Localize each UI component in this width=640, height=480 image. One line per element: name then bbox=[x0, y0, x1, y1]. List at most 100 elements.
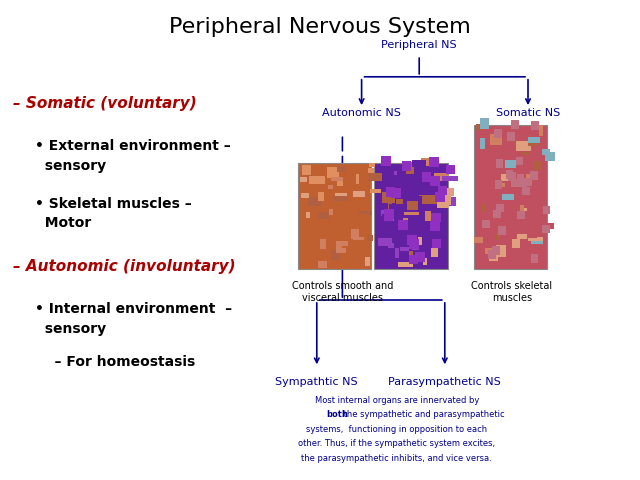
Bar bbox=[382, 214, 393, 217]
Bar bbox=[527, 142, 540, 146]
Bar bbox=[480, 118, 488, 129]
Bar bbox=[342, 203, 355, 206]
Bar bbox=[306, 212, 310, 218]
Bar bbox=[530, 171, 538, 180]
Text: – For homeostasis: – For homeostasis bbox=[35, 355, 195, 369]
Bar bbox=[497, 204, 504, 213]
Bar bbox=[333, 196, 348, 201]
Bar bbox=[367, 168, 374, 179]
Bar bbox=[438, 188, 454, 196]
Bar bbox=[369, 163, 375, 167]
Bar bbox=[381, 210, 394, 216]
Bar bbox=[309, 176, 325, 184]
Bar bbox=[388, 243, 394, 248]
Text: Autonomic NS: Autonomic NS bbox=[322, 108, 401, 118]
Bar bbox=[516, 157, 524, 166]
Bar bbox=[440, 165, 445, 170]
Bar bbox=[506, 155, 518, 159]
Bar bbox=[406, 201, 418, 210]
Bar bbox=[423, 258, 427, 265]
Text: Peripheral NS: Peripheral NS bbox=[381, 40, 457, 50]
Bar bbox=[409, 252, 413, 258]
Bar bbox=[491, 164, 498, 174]
Bar bbox=[543, 206, 550, 215]
Bar bbox=[358, 211, 372, 215]
Bar bbox=[490, 134, 502, 145]
Bar bbox=[511, 120, 519, 129]
Bar bbox=[525, 174, 534, 179]
Bar bbox=[493, 210, 501, 218]
Bar bbox=[424, 178, 428, 180]
Bar bbox=[426, 211, 431, 221]
Bar bbox=[395, 248, 399, 258]
Bar bbox=[474, 125, 547, 269]
Bar bbox=[335, 193, 347, 201]
Bar bbox=[332, 177, 343, 181]
Bar bbox=[407, 235, 417, 245]
Bar bbox=[435, 192, 445, 202]
Bar bbox=[318, 261, 327, 268]
Bar bbox=[391, 189, 401, 198]
Bar bbox=[351, 229, 358, 239]
Bar bbox=[528, 137, 540, 144]
Bar bbox=[365, 257, 370, 266]
Bar bbox=[367, 235, 373, 241]
Bar bbox=[308, 197, 321, 206]
Bar bbox=[520, 205, 524, 216]
Bar bbox=[337, 241, 348, 246]
Text: Controls smooth and
visceral muscles: Controls smooth and visceral muscles bbox=[292, 281, 393, 303]
Bar bbox=[545, 153, 556, 161]
Bar bbox=[318, 192, 324, 201]
Bar bbox=[386, 187, 396, 197]
Bar bbox=[406, 217, 413, 228]
Bar bbox=[544, 223, 554, 229]
Bar bbox=[516, 223, 529, 227]
Bar bbox=[388, 203, 392, 214]
Bar bbox=[516, 234, 527, 239]
Bar bbox=[435, 173, 449, 181]
Bar bbox=[506, 160, 516, 168]
Bar bbox=[428, 223, 435, 233]
Bar bbox=[495, 233, 500, 240]
Bar bbox=[337, 178, 342, 186]
Bar bbox=[425, 184, 428, 188]
Bar bbox=[482, 204, 486, 212]
Bar bbox=[532, 161, 542, 170]
Bar bbox=[507, 132, 515, 141]
Bar bbox=[495, 159, 503, 168]
Bar bbox=[353, 191, 365, 197]
Bar bbox=[298, 163, 371, 269]
Bar bbox=[385, 212, 394, 221]
Text: Somatic NS: Somatic NS bbox=[496, 108, 560, 118]
Bar bbox=[476, 124, 484, 130]
Bar bbox=[317, 212, 330, 219]
Bar bbox=[489, 252, 498, 261]
Bar bbox=[328, 185, 333, 189]
Bar bbox=[508, 172, 516, 181]
Bar bbox=[437, 202, 449, 208]
Bar bbox=[494, 129, 502, 138]
Bar bbox=[542, 149, 550, 155]
Bar bbox=[492, 246, 500, 255]
Bar bbox=[438, 186, 447, 195]
Bar bbox=[522, 187, 529, 195]
Bar bbox=[394, 171, 397, 175]
Bar bbox=[495, 155, 509, 160]
Bar bbox=[301, 193, 308, 198]
Bar bbox=[445, 197, 456, 206]
Bar bbox=[540, 125, 543, 136]
Bar bbox=[421, 158, 429, 166]
Text: • Skeletal muscles –
  Motor: • Skeletal muscles – Motor bbox=[35, 197, 192, 230]
Bar bbox=[524, 178, 532, 186]
Bar bbox=[432, 239, 442, 248]
Bar bbox=[321, 173, 334, 180]
Bar bbox=[528, 237, 543, 241]
Bar bbox=[502, 194, 515, 200]
Bar bbox=[506, 170, 513, 179]
Bar bbox=[497, 183, 505, 187]
Bar bbox=[431, 248, 438, 257]
Text: Parasympathetic NS: Parasympathetic NS bbox=[388, 377, 501, 387]
Bar bbox=[396, 199, 403, 204]
Bar bbox=[322, 237, 330, 249]
Bar bbox=[398, 220, 408, 229]
